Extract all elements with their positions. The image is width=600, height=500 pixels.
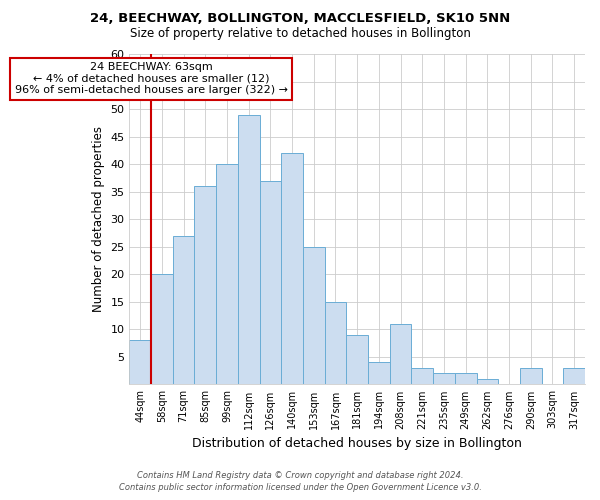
X-axis label: Distribution of detached houses by size in Bollington: Distribution of detached houses by size … <box>192 437 522 450</box>
Bar <box>455 374 476 384</box>
Bar <box>563 368 585 384</box>
Bar <box>368 362 390 384</box>
Text: Contains HM Land Registry data © Crown copyright and database right 2024.
Contai: Contains HM Land Registry data © Crown c… <box>119 471 481 492</box>
Bar <box>281 153 303 384</box>
Bar <box>476 379 498 384</box>
Bar <box>151 274 173 384</box>
Bar <box>130 340 151 384</box>
Bar <box>173 236 194 384</box>
Bar <box>194 186 216 384</box>
Text: 24 BEECHWAY: 63sqm
← 4% of detached houses are smaller (12)
96% of semi-detached: 24 BEECHWAY: 63sqm ← 4% of detached hous… <box>14 62 287 96</box>
Bar <box>433 374 455 384</box>
Bar <box>325 302 346 384</box>
Bar <box>260 180 281 384</box>
Bar <box>238 114 260 384</box>
Bar <box>390 324 412 384</box>
Text: Size of property relative to detached houses in Bollington: Size of property relative to detached ho… <box>130 28 470 40</box>
Y-axis label: Number of detached properties: Number of detached properties <box>92 126 105 312</box>
Bar <box>412 368 433 384</box>
Bar <box>216 164 238 384</box>
Bar <box>346 335 368 384</box>
Bar <box>303 247 325 384</box>
Bar <box>520 368 542 384</box>
Text: 24, BEECHWAY, BOLLINGTON, MACCLESFIELD, SK10 5NN: 24, BEECHWAY, BOLLINGTON, MACCLESFIELD, … <box>90 12 510 26</box>
